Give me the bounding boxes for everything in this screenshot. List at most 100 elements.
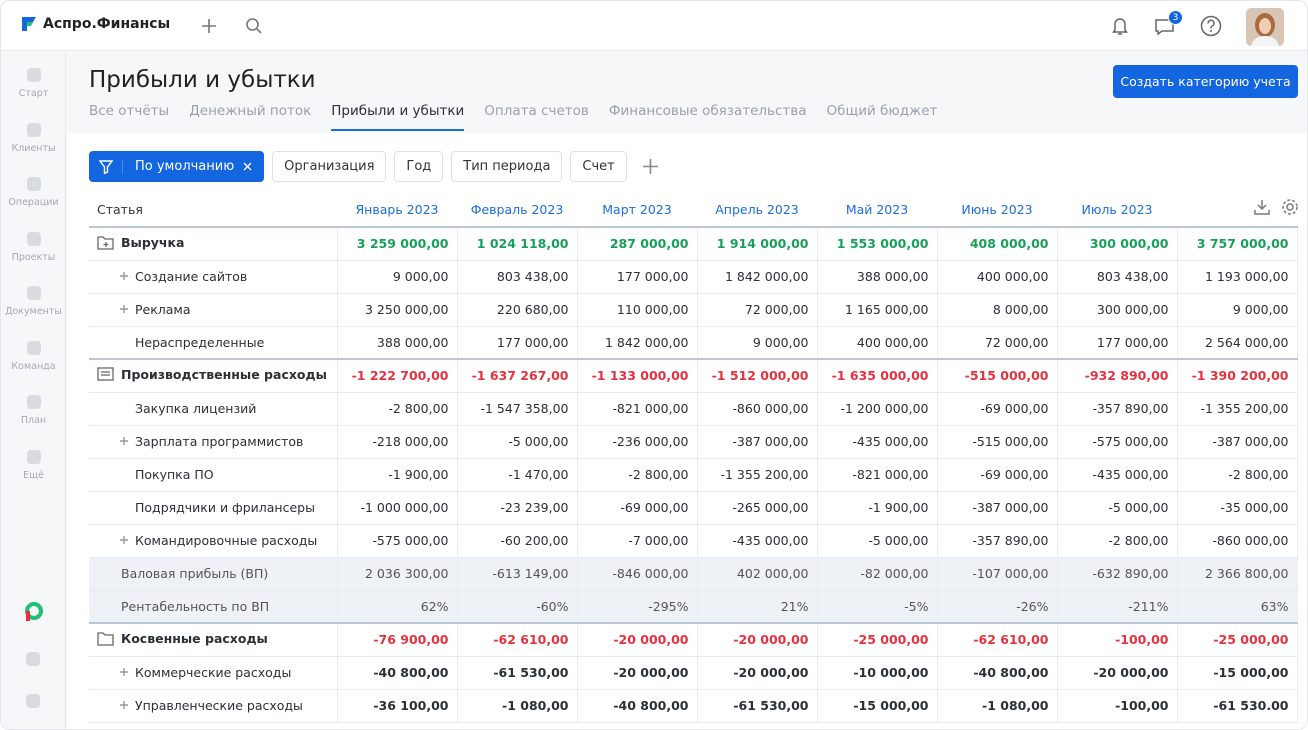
sidebar-icon	[26, 395, 41, 409]
expand-button[interactable]	[119, 304, 129, 314]
row-label: Создание сайтов	[135, 268, 248, 284]
row-label-cell: Реклама	[89, 293, 338, 327]
sidebar-item[interactable]: Ещё	[1, 447, 66, 481]
sidebar-item[interactable]: Команда	[1, 338, 66, 372]
tab[interactable]: Прибыли и убытки	[331, 103, 465, 131]
row-label: Командировочные расходы	[135, 532, 318, 548]
expand-button[interactable]	[119, 535, 129, 545]
value-cell: -575 000,00	[337, 524, 458, 558]
sidebar-item[interactable]: Операции	[1, 174, 66, 208]
expand-button[interactable]	[119, 700, 129, 710]
filter-button[interactable]: Тип периода	[451, 151, 563, 182]
logo[interactable]: Аспро.Финансы	[21, 16, 170, 32]
row-label-cell: Выручка	[89, 226, 338, 261]
column-header: Январь 2023	[337, 193, 457, 228]
row-label-wrap: Командировочные расходы	[119, 533, 317, 548]
row-label-wrap: Управленческие расходы	[119, 698, 303, 713]
value-cell: -821 000,00	[577, 392, 698, 426]
column-header: Май 2023	[817, 193, 937, 228]
table-row: Рентабельность по ВП 62% -60% -295% 21% -5% -2…	[89, 590, 1298, 624]
active-filter[interactable]: По умолчанию	[89, 151, 265, 182]
filter-button[interactable]: Организация	[272, 151, 387, 182]
clear-filter[interactable]	[243, 162, 252, 171]
value-cell: -435 000,00	[697, 524, 818, 558]
value-cell: -1 133 000,00	[577, 358, 698, 393]
sidebar-item[interactable]: Проекты	[1, 229, 66, 263]
row-label-cell: Косвенные расходы	[89, 622, 338, 657]
expand-button[interactable]	[119, 667, 129, 677]
row-label: Подрядчики и фрилансеры	[135, 499, 315, 515]
value-cell: -61 530,00	[697, 689, 818, 723]
value-cell: -2 800,00	[337, 392, 458, 426]
value-cell: -20 000,00	[577, 656, 698, 690]
value-cell: -821 000,00	[817, 458, 938, 492]
create-category-button[interactable]: Создать категорию учета	[1113, 65, 1298, 98]
value-cell: 3 250 000,00	[337, 293, 458, 327]
search-button[interactable]	[245, 17, 263, 35]
column-header: Апрель 2023	[697, 193, 817, 228]
value-cell: -76 900,00	[337, 622, 458, 657]
sidebar: Старт Клиенты Операции Проекты Документы Кома…	[1, 51, 66, 729]
table-row: Командировочные расходы -575 000,00 -60 20…	[89, 524, 1298, 558]
value-cell: 402 000,00	[697, 557, 818, 591]
value-cell: -62 610,00	[457, 622, 578, 657]
tab[interactable]: Денежный поток	[189, 103, 312, 119]
value-cell: -40 800,00	[577, 689, 698, 723]
table-row: Нераспределенные 388 000,00 177 000,00 1 84…	[89, 326, 1298, 360]
value-cell: -20 000,00	[1057, 656, 1178, 690]
row-label: Покупка ПО	[135, 466, 214, 482]
pnl-table: Статья Январь 2023 Февраль 2023 Март 2023 Ап…	[89, 193, 1298, 723]
tab[interactable]: Финансовые обязательства	[608, 103, 807, 119]
value-cell: 72 000,00	[697, 293, 818, 327]
value-cell: -1 000 000,00	[337, 491, 458, 525]
value-cell: -82 000,00	[817, 557, 938, 591]
sidebar-item[interactable]: План	[1, 392, 66, 426]
tab[interactable]: Общий бюджет	[826, 103, 938, 119]
row-label: Закупка лицензий	[135, 400, 257, 416]
sidebar-item[interactable]: Клиенты	[1, 120, 66, 154]
value-cell: -25 000,00	[817, 622, 938, 657]
tab[interactable]: Оплата счетов	[484, 103, 589, 119]
sidebar-item[interactable]: Документы	[1, 283, 66, 317]
row-label-cell: Рентабельность по ВП	[89, 590, 338, 624]
row-label: Нераспределенные	[135, 334, 265, 350]
top-bar: Аспро.Финансы 3	[1, 1, 1307, 51]
avatar[interactable]	[1246, 8, 1284, 46]
row-label-wrap: Зарплата программистов	[119, 434, 303, 449]
row-label-cell: Командировочные расходы	[89, 524, 338, 558]
value-cell: -575 000,00	[1057, 425, 1178, 459]
value-cell: -211%	[1057, 590, 1178, 624]
value-cell: -1 080,00	[457, 689, 578, 723]
spacer	[119, 469, 129, 479]
expand-button[interactable]	[119, 436, 129, 446]
value-cell: 2 366 800,00	[1177, 557, 1298, 591]
value-cell: -435 000,00	[1057, 458, 1178, 492]
add-button[interactable]	[200, 17, 218, 35]
value-cell: -515 000,00	[937, 425, 1058, 459]
expand-button[interactable]	[119, 271, 129, 281]
notifications[interactable]	[1111, 16, 1129, 36]
value-cell: 1 842 000,00	[577, 326, 698, 360]
sidebar-label: Клиенты	[11, 142, 56, 154]
row-label-cell: Валовая прибыль (ВП)	[89, 557, 338, 591]
value-cell: -613 149,00	[457, 557, 578, 591]
brand-icon	[25, 602, 43, 621]
filter-button[interactable]: Счет	[570, 151, 627, 182]
value-cell: -62 610,00	[937, 622, 1058, 657]
sidebar-label: Ещё	[23, 469, 44, 481]
value-cell: 62%	[337, 590, 458, 624]
value-cell: 1 024 118,00	[457, 226, 578, 261]
help[interactable]	[1200, 15, 1222, 37]
value-cell: -435 000,00	[817, 425, 938, 459]
value-cell: 400 000,00	[937, 260, 1058, 294]
row-label: Реклама	[135, 301, 191, 317]
tab[interactable]: Все отчёты	[89, 103, 170, 119]
row-label: Управленческие расходы	[135, 697, 303, 713]
value-cell: -357 890,00	[1057, 392, 1178, 426]
sidebar-item[interactable]: Старт	[1, 65, 66, 99]
value-cell: 388 000,00	[817, 260, 938, 294]
column-header: Март 2023	[577, 193, 697, 228]
sidebar-label: Документы	[5, 306, 62, 317]
filter-button[interactable]: Год	[394, 151, 444, 182]
value-cell: -1 080,00	[937, 689, 1058, 723]
